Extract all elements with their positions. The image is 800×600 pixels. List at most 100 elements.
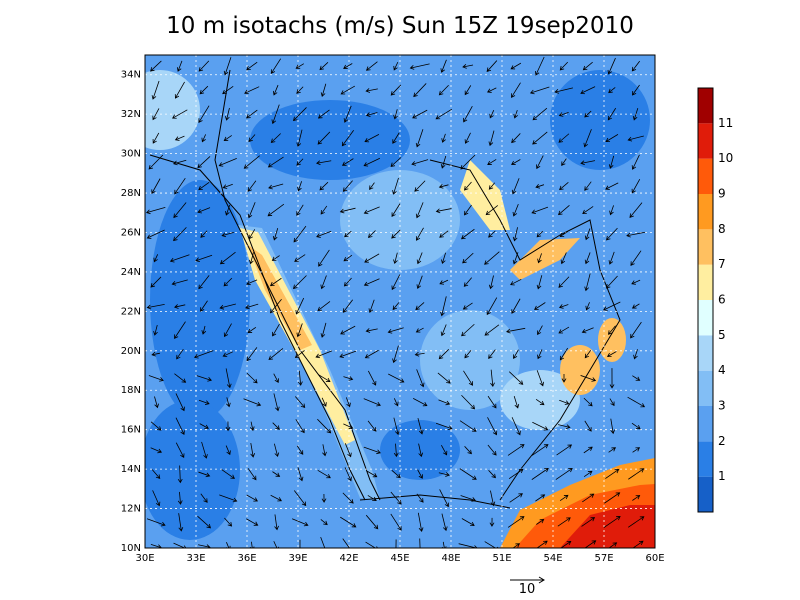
wind-arrow xyxy=(267,203,285,217)
wind-arrow xyxy=(416,252,423,265)
wind-arrow xyxy=(535,494,546,502)
lat-tick-label: 32N xyxy=(121,109,141,120)
wind-arrow xyxy=(416,369,425,388)
wind-arrow xyxy=(535,398,545,406)
wind-arrow xyxy=(393,109,398,120)
wind-arrow xyxy=(486,60,498,73)
wind-arrow xyxy=(390,157,402,168)
wind-arrow xyxy=(585,302,590,311)
wind-arrow xyxy=(555,467,573,480)
wind-arrow xyxy=(461,394,476,410)
map-frame xyxy=(144,54,656,549)
wind-arrow xyxy=(193,350,214,359)
coastline xyxy=(429,159,621,501)
wind-arrow xyxy=(198,60,210,72)
wind-arrow xyxy=(221,231,234,238)
colorbar-label: 10 xyxy=(718,151,733,165)
wind-arrow xyxy=(511,298,521,314)
wind-arrow xyxy=(174,321,186,339)
wind-arrow xyxy=(419,538,421,548)
wind-arrow xyxy=(222,351,233,358)
wind-arrow xyxy=(391,470,401,479)
wind-arrow xyxy=(222,85,234,95)
wind-arrow xyxy=(440,155,447,169)
wind-arrow xyxy=(484,541,499,548)
wind-arrow xyxy=(488,470,496,479)
field-region xyxy=(560,345,600,395)
wind-arrow xyxy=(631,279,641,285)
wind-arrow xyxy=(584,540,597,548)
lon-tick-label: 33E xyxy=(186,553,205,564)
wind-arrow xyxy=(441,513,448,532)
wind-arrow xyxy=(218,157,237,167)
wind-arrow xyxy=(340,85,356,95)
wind-arrow xyxy=(391,229,401,239)
wind-arrow xyxy=(608,87,616,94)
wind-arrow xyxy=(631,60,641,72)
wind-arrow xyxy=(294,396,306,409)
wind-arrow xyxy=(297,370,303,386)
wind-arrow xyxy=(342,180,353,192)
wind-arrow xyxy=(293,225,307,243)
wind-arrow xyxy=(558,326,570,334)
wind-arrow xyxy=(367,420,377,432)
wind-arrow xyxy=(151,469,161,479)
wind-arrow xyxy=(411,159,429,166)
lon-tick-label: 57E xyxy=(594,553,613,564)
wind-arrow xyxy=(412,398,428,407)
wind-arrow xyxy=(415,202,424,219)
wind-arrow xyxy=(631,154,640,170)
wind-arrow xyxy=(153,324,158,336)
wind-arrow xyxy=(580,160,596,166)
wind-arrow xyxy=(441,252,447,265)
wind-arrow xyxy=(224,107,230,121)
wind-arrow xyxy=(392,302,400,311)
wind-arrow xyxy=(511,82,521,98)
wind-arrow xyxy=(345,397,351,408)
wind-arrow xyxy=(558,276,570,288)
lon-tick-label: 45E xyxy=(390,553,409,564)
wind-arrow xyxy=(319,181,329,191)
wind-arrow xyxy=(626,231,646,238)
wind-arrow xyxy=(152,490,161,507)
wind-arrow xyxy=(250,443,256,458)
wind-arrow xyxy=(173,227,187,242)
colorbar-segment xyxy=(698,158,713,194)
wind-arrow xyxy=(173,202,187,219)
wind-arrow xyxy=(201,134,207,143)
wind-arrow xyxy=(367,470,378,478)
wind-arrow xyxy=(632,540,644,548)
wind-arrow xyxy=(246,347,258,362)
lon-tick-label: 48E xyxy=(441,553,460,564)
colorbar-segment xyxy=(698,194,713,230)
wind-arrow xyxy=(536,275,543,290)
wind-arrow xyxy=(559,347,569,361)
wind-arrow xyxy=(271,104,280,125)
colorbar-segment xyxy=(698,476,713,512)
wind-arrow xyxy=(365,514,379,530)
wind-arrow xyxy=(247,180,257,192)
wind-arrow xyxy=(513,109,518,119)
wind-arrow xyxy=(507,444,525,456)
wind-arrow xyxy=(146,518,166,527)
lon-tick-label: 39E xyxy=(288,553,307,564)
lon-tick-label: 42E xyxy=(339,553,358,564)
wind-arrow xyxy=(269,298,282,314)
wind-arrow xyxy=(176,348,184,360)
wind-arrow xyxy=(630,321,642,339)
wind-arrow xyxy=(605,182,619,190)
wind-arrow xyxy=(487,417,498,436)
wind-arrow xyxy=(174,177,186,195)
wind-arrow xyxy=(512,203,519,217)
wind-arrow xyxy=(267,156,284,168)
wind-arrow xyxy=(342,299,353,313)
wind-arrow xyxy=(486,297,498,316)
wind-arrow xyxy=(511,417,521,436)
lat-tick-label: 30N xyxy=(121,149,141,160)
wind-arrow xyxy=(513,396,520,409)
wind-arrow xyxy=(417,418,424,435)
wind-arrow xyxy=(393,252,398,265)
wind-arrow xyxy=(295,63,305,69)
wind-arrow xyxy=(464,349,472,359)
